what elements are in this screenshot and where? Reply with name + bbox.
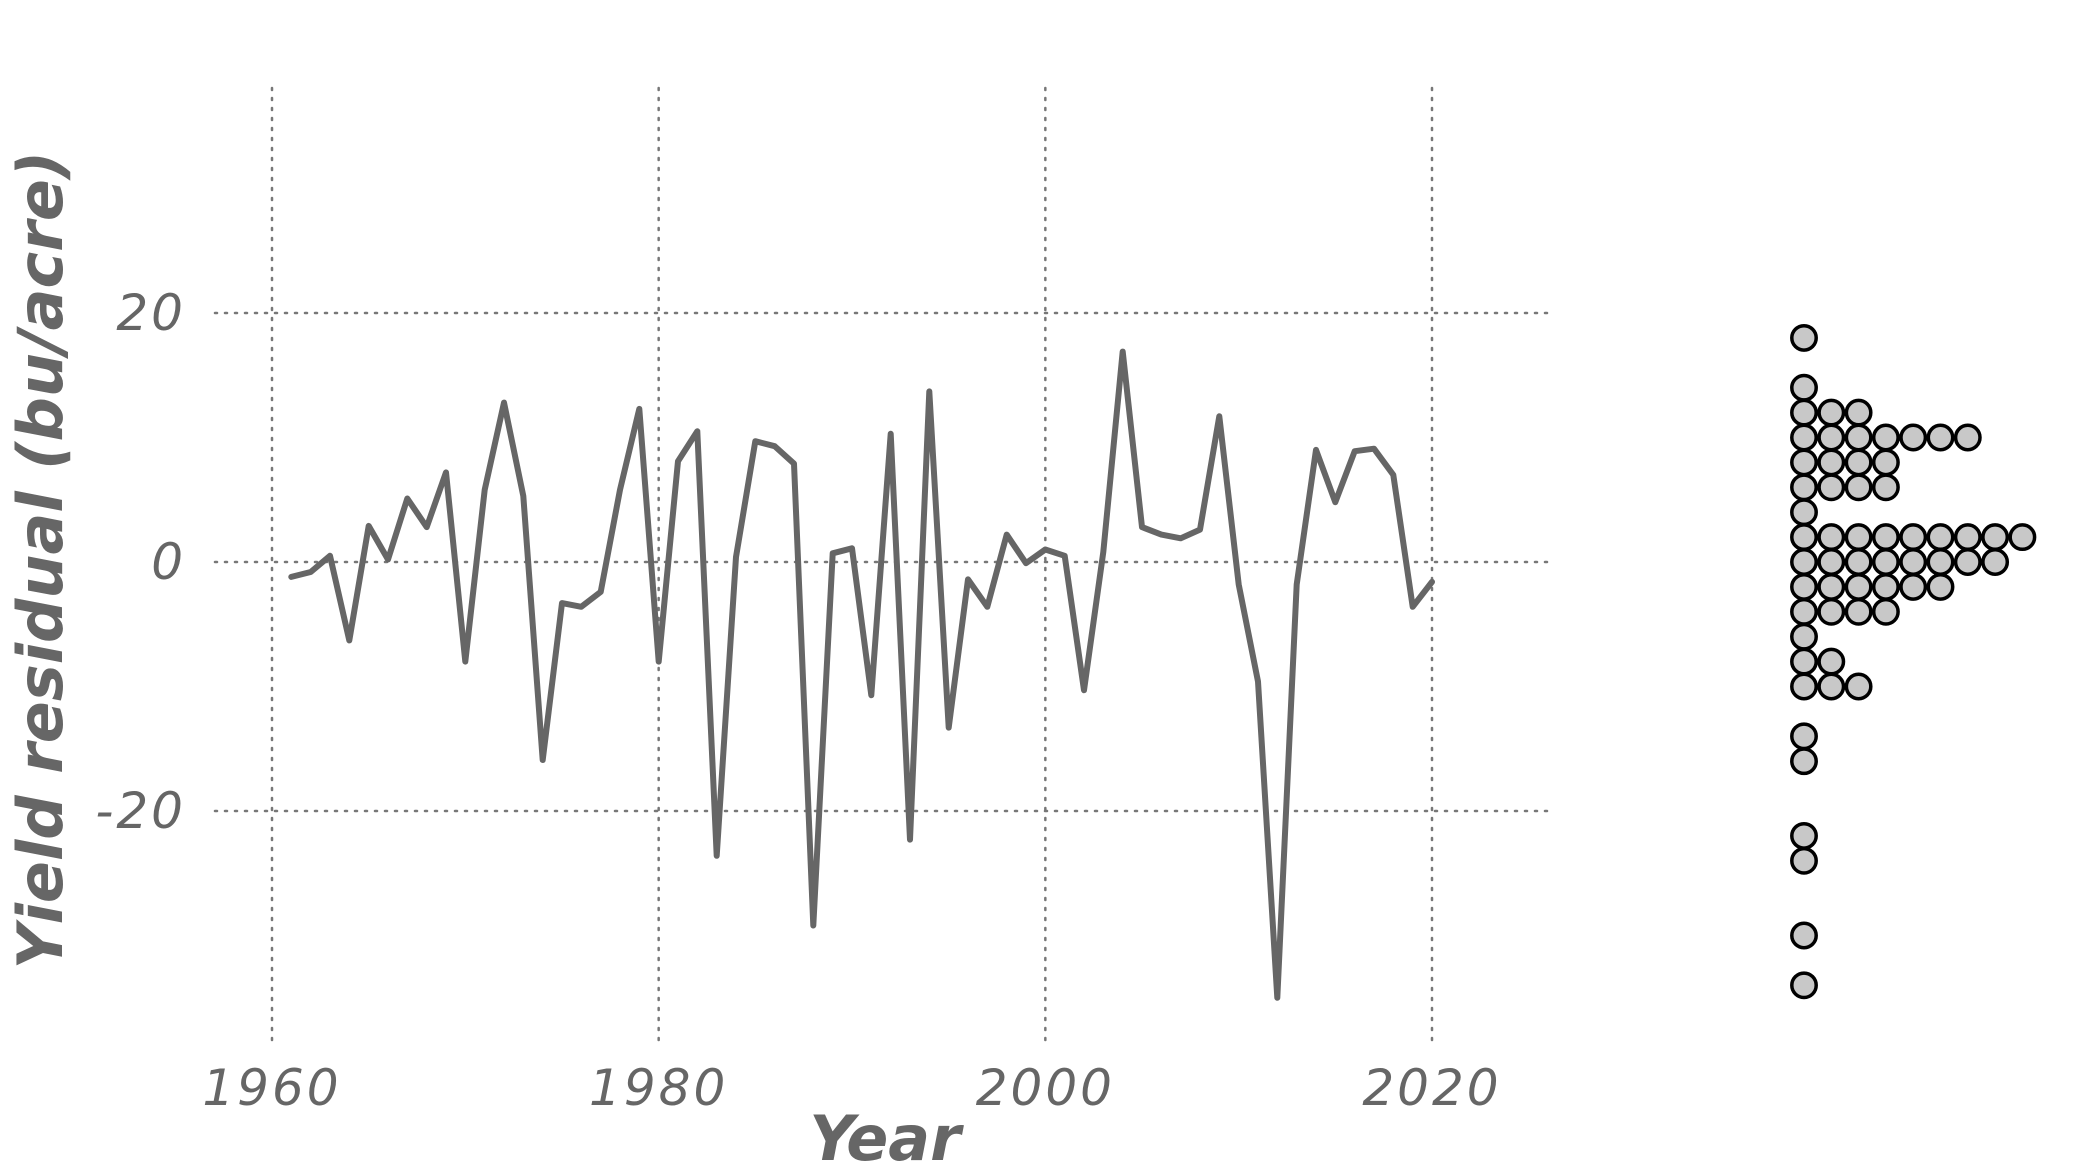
dot-bin--16-1 (1790, 747, 1818, 776)
x-tick-label-1960: 1960 (202, 1059, 341, 1117)
dot-bin--6-1 (1790, 622, 1818, 651)
dot-bin-8-4 (1871, 448, 1900, 477)
x-tick-label-2020: 2020 (1362, 1059, 1501, 1117)
dot-bin--8-2 (1817, 647, 1846, 676)
grid-layer (213, 86, 1557, 1050)
dot-bin--22-1 (1790, 821, 1818, 850)
dot-bin--24-1 (1790, 846, 1818, 875)
dot-bin--4-3 (1844, 597, 1873, 626)
dot-bin-8-1 (1790, 448, 1818, 477)
dot-bin-10-1 (1790, 423, 1818, 452)
dot-bin--8-1 (1790, 647, 1818, 676)
dot-bin-0-1 (1790, 548, 1818, 576)
dot-bin-12-1 (1790, 398, 1818, 427)
dot-bin-0-6 (1926, 548, 1955, 576)
dot-bin-0-2 (1817, 548, 1846, 576)
dot-bin--2-2 (1817, 572, 1846, 601)
dot-bin-2-3 (1844, 523, 1873, 552)
x-tick-label-2000: 2000 (976, 1059, 1115, 1117)
dot-bin--2-3 (1844, 572, 1873, 601)
dot-bin--2-4 (1871, 572, 1900, 601)
tick-labels: 1960 1980 2000 2020 -20 0 20 (95, 284, 1501, 1117)
dot-bin-10-3 (1844, 423, 1873, 452)
dot-bin-6-2 (1817, 473, 1846, 502)
dot-bin--34-1 (1790, 971, 1818, 1000)
y-tick-label--20: -20 (95, 782, 186, 840)
dot-bin-12-3 (1844, 398, 1873, 427)
dot-bin-8-3 (1844, 448, 1873, 477)
dot-bin-2-7 (1953, 523, 1982, 552)
dot-bin-0-8 (1981, 548, 2010, 576)
line-plot (288, 348, 1435, 1001)
x-tick-label-1980: 1980 (589, 1059, 728, 1117)
dot-bin-2-5 (1899, 523, 1928, 552)
dot-bin--30-1 (1790, 921, 1818, 950)
dot-bin-2-9 (2008, 523, 2037, 552)
dot-bin--2-6 (1926, 572, 1955, 601)
dot-bin-0-5 (1899, 548, 1928, 576)
y-tick-label-0: 0 (151, 533, 186, 591)
dot-bin-18-1 (1790, 323, 1818, 352)
dot-bin-0-3 (1844, 548, 1873, 576)
y-tick-label-20: 20 (116, 284, 186, 342)
dot-bin--4-1 (1790, 597, 1818, 626)
dot-bin-10-6 (1926, 423, 1955, 452)
dot-bin-4-1 (1790, 498, 1818, 527)
dot-bin--14-1 (1790, 722, 1818, 751)
series-line-0 (288, 348, 1435, 1001)
dot-bin-6-3 (1844, 473, 1873, 502)
dot-bin-2-2 (1817, 523, 1846, 552)
x-axis-title: Year (809, 1102, 964, 1170)
dot-bin--10-3 (1844, 672, 1873, 701)
dot-bin-6-4 (1871, 473, 1900, 502)
dot-bin-2-8 (1981, 523, 2010, 552)
dot-bin-12-2 (1817, 398, 1846, 427)
dot-bin-2-4 (1871, 523, 1900, 552)
y-axis-title: Yield residual (bu/acre) (4, 151, 77, 969)
dot-bin-0-4 (1871, 548, 1900, 576)
dot-bin-10-7 (1953, 423, 1982, 452)
dot-bin-2-1 (1790, 523, 1818, 552)
dot-bin--10-2 (1817, 672, 1846, 701)
dot-bin-10-5 (1899, 423, 1928, 452)
dot-plot (1790, 323, 2037, 1000)
dot-bin-6-1 (1790, 473, 1818, 502)
dot-bin-10-4 (1871, 423, 1900, 452)
dot-bin-14-1 (1790, 373, 1818, 402)
dot-bin-2-6 (1926, 523, 1955, 552)
dot-bin--10-1 (1790, 672, 1818, 701)
dot-bin--4-2 (1817, 597, 1846, 626)
dot-bin-10-2 (1817, 423, 1846, 452)
dot-bin--4-4 (1871, 597, 1900, 626)
dot-bin-8-2 (1817, 448, 1846, 477)
dot-bin-0-7 (1953, 548, 1982, 576)
dot-bin--2-1 (1790, 572, 1818, 601)
dot-bin--2-5 (1899, 572, 1928, 601)
